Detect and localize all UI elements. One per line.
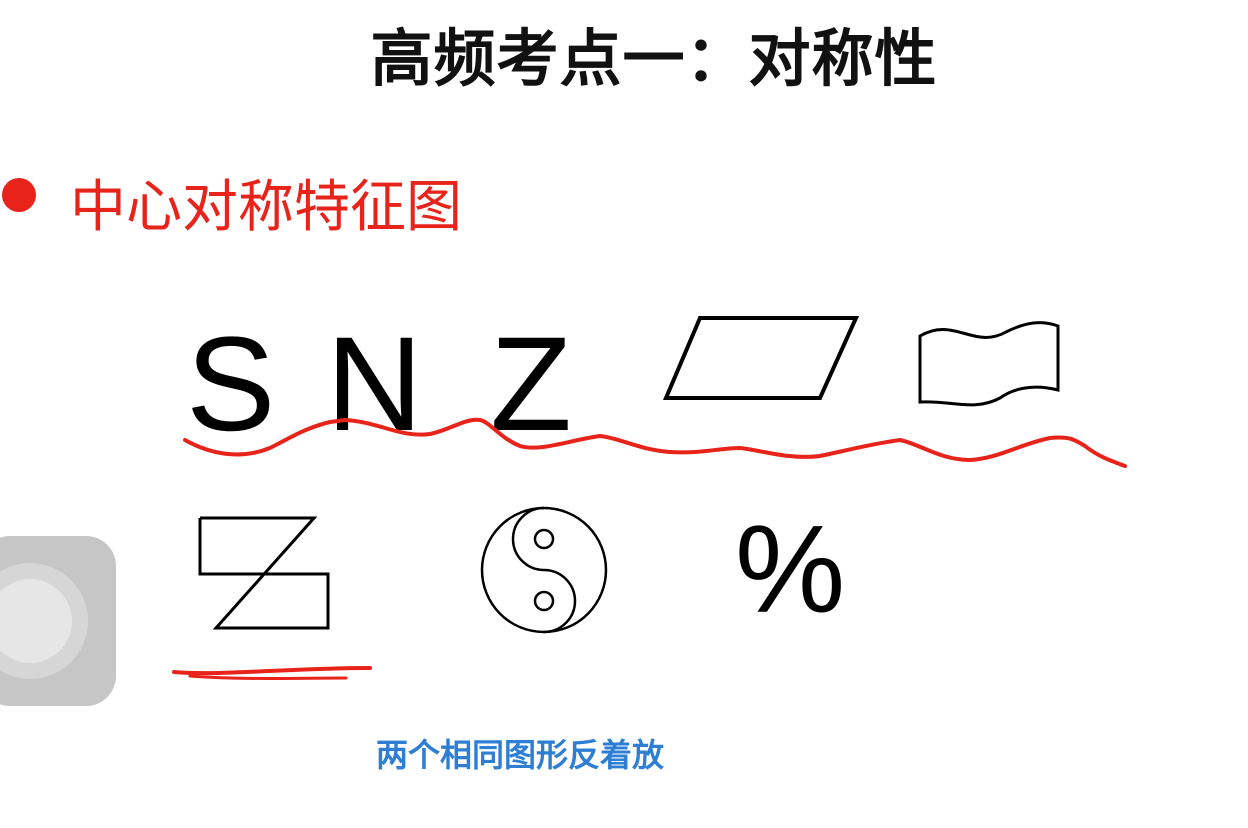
yin-yang-figure — [480, 506, 608, 634]
red-underline — [172, 666, 372, 680]
parallelogram-figure — [662, 316, 860, 400]
letter-s: S — [186, 310, 276, 459]
wavy-flag-figure — [918, 321, 1060, 407]
section-heading: 中心对称特征图 — [70, 175, 462, 240]
assistive-touch-button[interactable] — [0, 536, 116, 706]
red-wavy-underline — [183, 417, 1127, 468]
letter-z: Z — [490, 310, 572, 459]
assistive-touch-inner-ring — [0, 579, 72, 663]
explanation-note: 两个相同图形反着放 — [376, 736, 665, 774]
letter-n: N — [326, 310, 423, 459]
page-title: 高频考点一：对称性 — [370, 22, 938, 95]
bullet-dot — [2, 178, 36, 212]
percent-sign: % — [735, 501, 846, 639]
z-shape-figure — [198, 516, 330, 630]
